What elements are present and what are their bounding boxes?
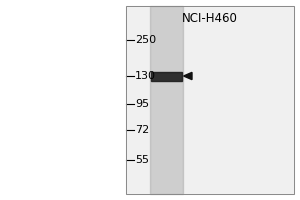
Bar bbox=[126, 6, 294, 194]
Text: 72: 72 bbox=[135, 125, 149, 135]
Text: NCI-H460: NCI-H460 bbox=[182, 12, 238, 25]
Polygon shape bbox=[184, 72, 192, 80]
Text: 250: 250 bbox=[135, 35, 156, 45]
Text: 55: 55 bbox=[135, 155, 149, 165]
Bar bbox=[151, 72, 182, 80]
Text: 95: 95 bbox=[135, 99, 149, 109]
Bar bbox=[150, 6, 183, 194]
Bar bbox=[126, 6, 294, 194]
Text: 130: 130 bbox=[135, 71, 156, 81]
